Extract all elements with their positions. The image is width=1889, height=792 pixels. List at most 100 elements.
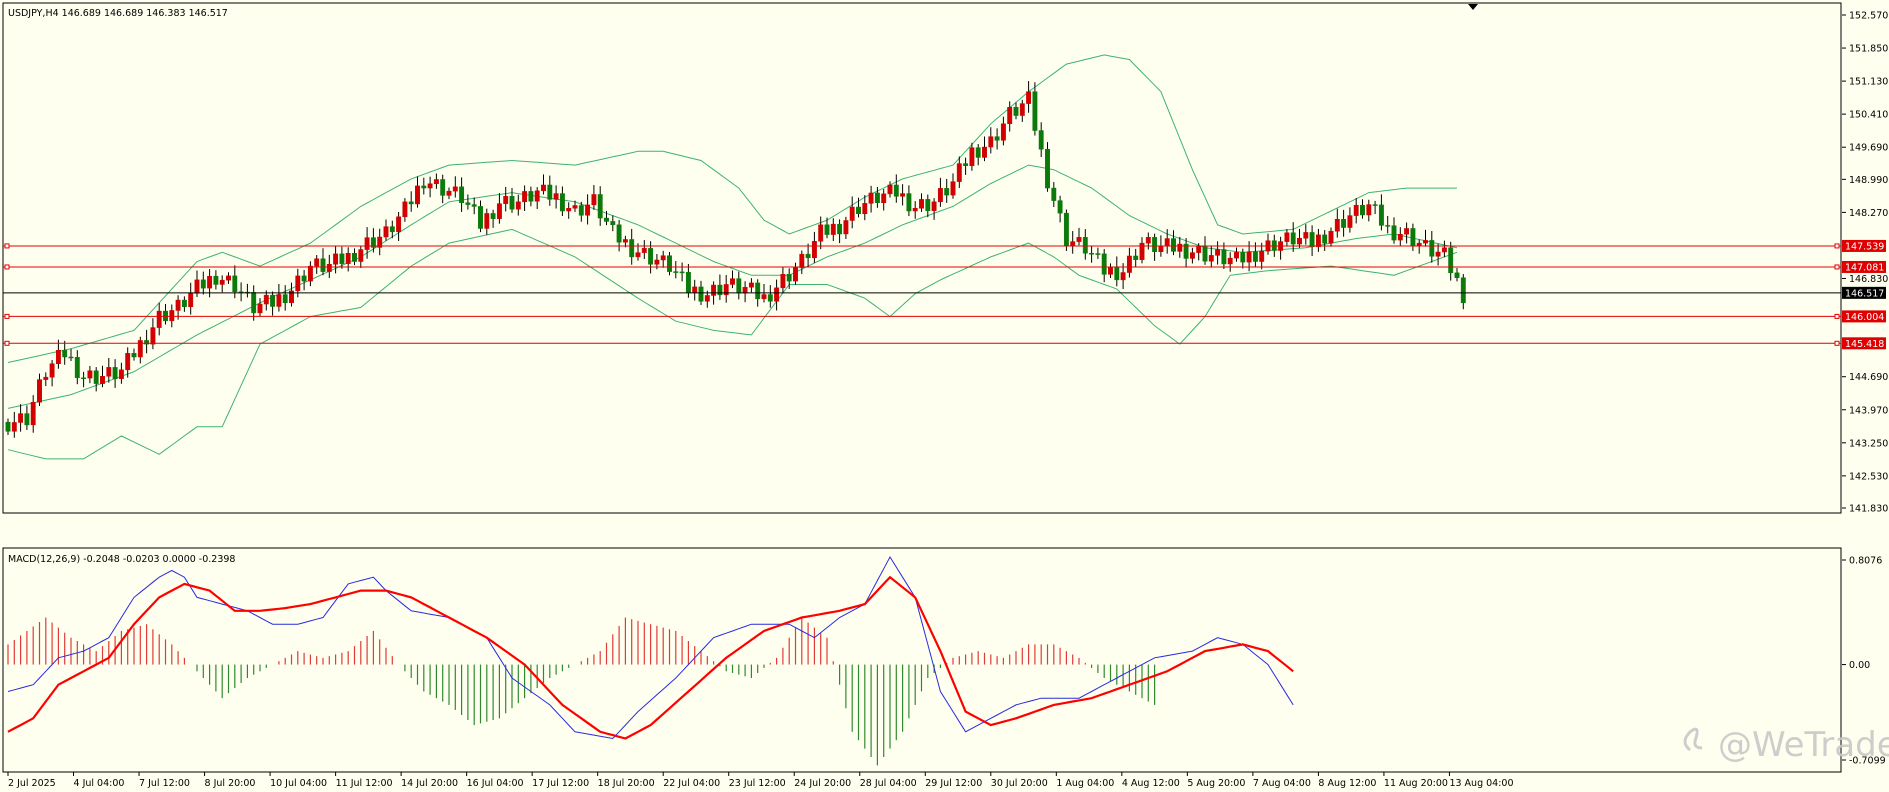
candle-body: [1385, 225, 1391, 227]
candle-body: [1410, 228, 1416, 247]
candle-body: [333, 253, 339, 265]
candle-body: [767, 294, 773, 302]
candle-body: [301, 275, 307, 282]
candle-body: [629, 239, 635, 258]
candle: [452, 176, 458, 198]
candle-body: [1189, 252, 1195, 259]
candle-body: [112, 367, 118, 379]
candle-body: [433, 179, 439, 185]
candle-body: [452, 186, 458, 192]
candle-body: [1171, 238, 1176, 252]
candle-body: [1114, 266, 1120, 281]
level-handle-right[interactable]: [1834, 313, 1840, 319]
candle: [137, 336, 143, 364]
price-axis-label: 151.130: [1849, 77, 1888, 88]
candle: [320, 248, 326, 276]
candle: [1234, 247, 1239, 262]
candle: [591, 185, 597, 210]
candle-body: [1315, 234, 1321, 248]
candle: [1423, 229, 1428, 247]
candle-body: [1126, 255, 1132, 273]
candle-body: [931, 201, 937, 211]
level-handle-left[interactable]: [4, 243, 10, 249]
candle-body: [326, 264, 332, 272]
candle: [326, 254, 332, 279]
time-axis-label: 18 Jul 20:00: [598, 778, 655, 789]
chart-shift-marker[interactable]: [1468, 4, 1478, 10]
candle-body: [415, 185, 420, 205]
candle-body: [1284, 232, 1290, 242]
candle-body: [150, 327, 156, 345]
current-price-tag: [1842, 286, 1886, 299]
candle-body: [1429, 240, 1435, 257]
level-handle-right[interactable]: [1834, 340, 1840, 346]
candle-body: [1297, 237, 1302, 245]
candle: [723, 275, 729, 303]
candle-body: [805, 253, 811, 259]
level-handle-left[interactable]: [4, 313, 10, 319]
price-axis-label: 142.530: [1849, 471, 1888, 482]
candle: [62, 340, 68, 365]
candle: [874, 186, 880, 208]
candle-body: [1045, 148, 1050, 189]
candle-body: [263, 294, 269, 305]
candle: [427, 176, 433, 198]
candle-body: [62, 349, 68, 358]
price-axis-label: 150.410: [1849, 110, 1888, 121]
candle: [503, 186, 509, 212]
candle: [30, 395, 36, 433]
candle: [944, 178, 950, 203]
candle-body: [1378, 204, 1384, 226]
level-price-tag: [1842, 310, 1886, 323]
level-handle-right[interactable]: [1834, 243, 1840, 249]
candle: [421, 177, 427, 195]
candle-body: [1145, 237, 1151, 244]
candle: [1026, 81, 1032, 113]
price-plot-area[interactable]: [3, 54, 1841, 460]
candle: [1227, 252, 1233, 272]
time-axis-label: 11 Aug 20:00: [1384, 778, 1448, 789]
candle-body: [604, 217, 609, 222]
candle: [641, 240, 647, 260]
candle: [433, 173, 439, 189]
candle: [950, 173, 956, 199]
candle-body: [1196, 246, 1202, 253]
candle: [156, 302, 162, 336]
candle-body: [837, 223, 843, 235]
candle: [496, 193, 502, 224]
candle: [226, 272, 231, 284]
time-axis-label: 16 Jul 04:00: [467, 778, 524, 789]
candle: [887, 181, 893, 198]
candle: [1045, 142, 1050, 192]
candle-body: [358, 249, 364, 262]
candle-body: [1246, 251, 1252, 263]
level-price-tag: [1842, 260, 1886, 273]
candle-body: [622, 239, 628, 243]
candle-body: [1328, 230, 1334, 244]
candle-body: [893, 184, 899, 197]
candle-body: [1341, 219, 1347, 228]
candle-body: [944, 188, 950, 196]
candle-body: [717, 284, 723, 296]
candle-body: [68, 356, 74, 359]
level-handle-left[interactable]: [4, 340, 10, 346]
candle-body: [1353, 204, 1359, 216]
candle: [43, 372, 49, 387]
time-axis-label: 13 Aug 04:00: [1449, 778, 1513, 789]
candle-body: [49, 363, 55, 378]
level-handle-left[interactable]: [4, 264, 10, 270]
candle: [1385, 215, 1391, 234]
candle: [1171, 230, 1176, 256]
candle-body: [522, 191, 528, 203]
candle-body: [484, 213, 490, 229]
candle-body: [1334, 219, 1340, 232]
macd-plot-area[interactable]: [7, 556, 1294, 766]
candle: [55, 339, 61, 369]
candle-body: [862, 203, 868, 215]
candle-body: [427, 183, 433, 189]
level-handle-right[interactable]: [1834, 264, 1840, 270]
candle: [364, 227, 370, 259]
candle-body: [207, 275, 213, 289]
